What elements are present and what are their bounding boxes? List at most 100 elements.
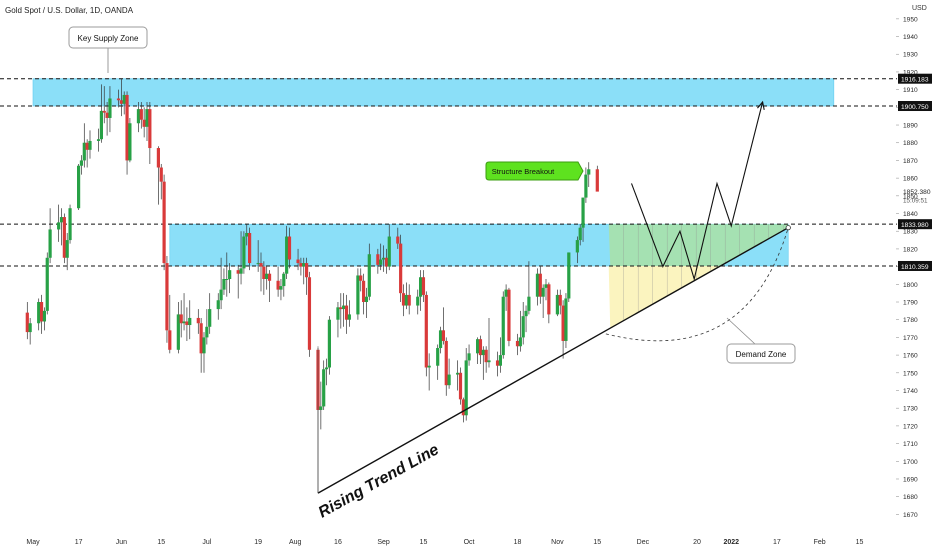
candle[interactable] [262,261,266,295]
candle[interactable] [188,300,192,340]
candle[interactable] [242,231,246,274]
candle[interactable] [239,231,243,285]
candle[interactable] [416,289,420,315]
candle[interactable] [344,294,349,334]
candle[interactable] [501,291,505,359]
candle[interactable] [527,261,531,315]
candle[interactable] [139,102,143,129]
candle[interactable] [396,227,400,249]
candle[interactable] [487,317,491,368]
candle[interactable] [267,270,272,303]
candle[interactable] [407,284,411,315]
candle[interactable] [427,353,431,391]
candle[interactable] [105,102,109,136]
candle[interactable] [128,117,132,163]
candle[interactable] [424,291,428,377]
candle[interactable] [504,284,508,311]
candle[interactable] [467,344,471,366]
candle[interactable] [77,163,81,210]
candle[interactable] [199,317,203,373]
candle[interactable] [96,128,101,152]
candle[interactable] [575,236,579,264]
candle[interactable] [404,282,408,310]
candle[interactable] [119,79,123,117]
candle[interactable] [581,197,585,242]
candle[interactable] [558,289,562,315]
candle[interactable] [421,270,426,303]
candle[interactable] [364,287,369,318]
candle[interactable] [222,268,226,295]
candle[interactable] [156,146,160,205]
candle[interactable] [538,266,542,304]
candle[interactable] [279,279,283,301]
candle[interactable] [359,268,363,292]
candle[interactable] [85,139,89,168]
candle[interactable] [185,307,189,341]
candle[interactable] [25,302,29,340]
candle[interactable] [285,225,289,280]
candle[interactable] [259,252,263,292]
candles-layer[interactable] [25,79,599,494]
candle[interactable] [515,333,520,356]
candle[interactable] [399,234,403,303]
candle[interactable] [524,305,528,333]
candle[interactable] [59,208,64,246]
candle[interactable] [419,270,423,311]
candle[interactable] [302,257,306,285]
candle[interactable] [182,293,186,331]
structure-breakout-callout[interactable]: Structure Breakout [485,161,584,181]
candle[interactable] [45,252,49,315]
candle[interactable] [48,208,52,264]
candle[interactable] [362,273,366,315]
candle[interactable] [28,317,32,345]
candle[interactable] [219,257,223,310]
candle[interactable] [125,91,129,175]
candle[interactable] [336,302,340,338]
candle[interactable] [179,300,183,338]
candle[interactable] [447,358,451,389]
candle[interactable] [564,293,568,349]
candle[interactable] [464,348,468,421]
candle[interactable] [495,351,500,377]
candle[interactable] [88,130,92,159]
candle[interactable] [587,162,591,187]
candle[interactable] [159,163,163,200]
candle[interactable] [287,227,292,269]
candle[interactable] [561,300,565,359]
candle[interactable] [256,240,260,272]
candle[interactable] [236,264,240,299]
candle[interactable] [68,204,72,244]
candle[interactable] [456,360,460,391]
candle[interactable] [208,293,212,334]
candle[interactable] [578,224,582,246]
candle[interactable] [476,337,480,364]
candle[interactable] [165,255,169,343]
candle[interactable] [116,89,121,108]
candle[interactable] [498,337,502,373]
candle[interactable] [595,165,599,192]
candle[interactable] [387,224,391,271]
candle[interactable] [225,252,229,297]
candle[interactable] [136,102,141,133]
candle[interactable] [65,232,69,271]
candle[interactable] [319,381,323,430]
candle[interactable] [57,204,61,242]
candle[interactable] [99,84,103,143]
candle[interactable] [441,307,445,345]
candle[interactable] [205,309,209,345]
candle[interactable] [436,344,440,380]
demand-zone-callout[interactable]: Demand Zone [726,317,796,364]
candle[interactable] [376,248,380,274]
candle[interactable] [541,284,545,318]
candle[interactable] [82,123,86,168]
candle[interactable] [518,310,522,352]
candle[interactable] [324,358,329,386]
candle[interactable] [347,300,351,327]
candle[interactable] [484,346,488,373]
candle[interactable] [327,316,331,375]
candle[interactable] [339,293,343,329]
candle[interactable] [245,224,249,246]
candle[interactable] [367,243,371,301]
candle[interactable] [102,86,106,124]
